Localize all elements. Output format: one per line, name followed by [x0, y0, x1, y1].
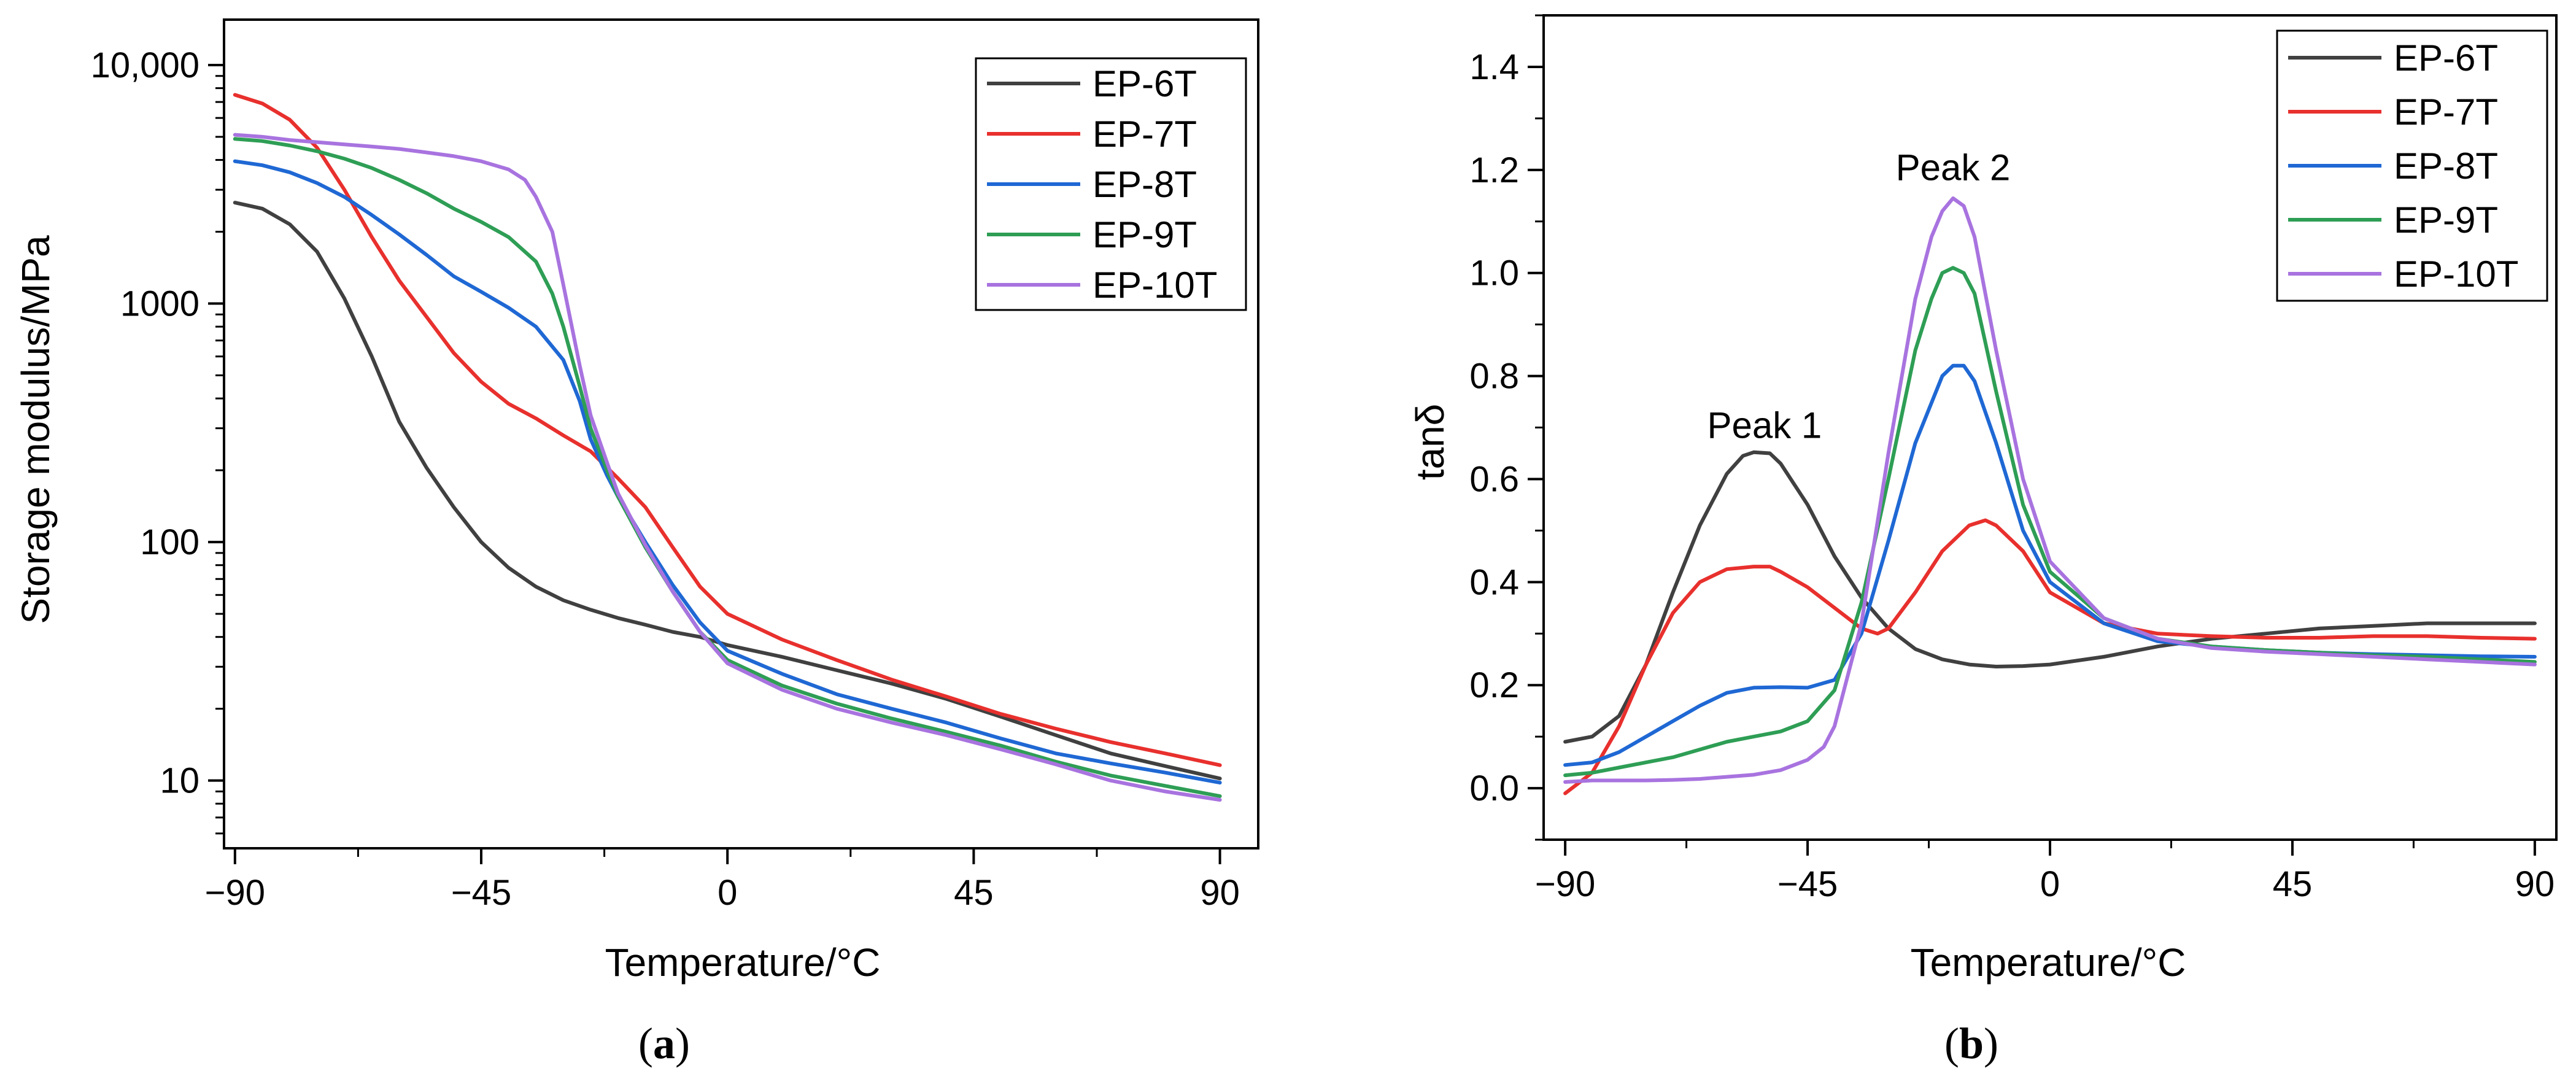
x-tick-label: 0: [2040, 864, 2060, 904]
y-tick-label: 1.4: [1469, 47, 1519, 87]
panel-b-caption-letter: b: [1959, 1019, 1984, 1068]
legend-label-ep-9t: EP-9T: [1093, 214, 1197, 255]
panel-b-annotations: Peak 1 Peak 2: [1707, 147, 2010, 446]
panel-a-caption: (a): [638, 1019, 690, 1068]
y-tick-label: 10: [160, 761, 199, 801]
legend-label-ep-8t: EP-8T: [2394, 145, 2498, 187]
y-tick-label: 0.8: [1469, 357, 1519, 397]
panel-b-caption: (b): [1944, 1019, 1998, 1068]
panel-a-plot-frame: [223, 18, 1259, 850]
panel-a-legend: EP-6T EP-7T EP-8T EP-9T EP-10T: [975, 57, 1247, 311]
legend-label-ep-8t: EP-8T: [1093, 164, 1197, 205]
legend-label-ep-9t: EP-9T: [2394, 199, 2498, 241]
y-tick-label: 1.0: [1469, 254, 1519, 293]
y-tick-label: 1000: [120, 284, 199, 324]
legend-label-ep-6t: EP-6T: [2394, 37, 2498, 79]
y-tick-label: 0.0: [1469, 768, 1519, 808]
panel-b-legend: EP-6T EP-7T EP-8T EP-9T EP-10T: [2276, 29, 2548, 302]
x-tick-label: −90: [205, 873, 265, 913]
x-tick-label: 45: [2273, 864, 2313, 904]
legend-label-ep-10t: EP-10T: [1093, 265, 1217, 306]
panel-b-tan-delta: −90 −45 0 45 90 0.0 0.2 0.4 0.6 0.8 1.0 1.2 1.4 EP-6…: [1408, 14, 2558, 1068]
series-line-ep-8t: [233, 159, 1222, 785]
y-tick-label: 10,000: [91, 45, 199, 85]
panel-a-series: [233, 93, 1222, 802]
x-tick-label: −45: [451, 873, 511, 913]
legend-label-ep-7t: EP-7T: [1093, 114, 1197, 155]
y-tick-label: 1.2: [1469, 150, 1519, 190]
legend-label-ep-7t: EP-7T: [2394, 91, 2498, 133]
annotation-peak-2: Peak 2: [1896, 147, 2011, 188]
panel-b-x-axis-label: Temperature/°C: [1911, 940, 2186, 985]
panel-a-x-axis-label: Temperature/°C: [605, 940, 881, 985]
y-tick-label: 0.2: [1469, 665, 1519, 705]
series-line-ep-6t: [1563, 450, 2537, 744]
panel-b-y-axis-label: tanδ: [1408, 404, 1452, 481]
x-tick-label: −45: [1777, 864, 1838, 904]
x-tick-label: 90: [1200, 873, 1240, 913]
x-tick-label: 0: [717, 873, 737, 913]
legend-label-ep-6t: EP-6T: [1093, 63, 1197, 104]
panel-a-ticks: −90 −45 0 45 90 10 100 1000 10,000: [91, 45, 1240, 913]
panel-a-y-axis-label: Storage modulus/MPa: [14, 235, 58, 624]
panel-b-series: [1563, 196, 2537, 795]
series-line-ep-10t: [1563, 196, 2537, 784]
y-tick-label: 100: [140, 522, 199, 562]
series-line-ep-9t: [233, 137, 1222, 799]
y-tick-label: 0.4: [1469, 562, 1519, 602]
annotation-peak-1: Peak 1: [1707, 404, 1822, 446]
series-line-ep-6t: [233, 201, 1222, 781]
legend-label-ep-10t: EP-10T: [2394, 254, 2518, 295]
x-tick-label: −90: [1535, 864, 1595, 904]
panel-b-ticks: −90 −45 0 45 90 0.0 0.2 0.4 0.6 0.8 1.0 1.2 1.4: [1469, 14, 2555, 904]
series-line-ep-7t: [1563, 518, 2537, 795]
x-tick-label: 90: [2515, 864, 2555, 904]
y-tick-label: 0.6: [1469, 459, 1519, 499]
panel-a-caption-letter: a: [653, 1019, 675, 1068]
x-tick-label: 45: [954, 873, 994, 913]
series-line-ep-10t: [233, 133, 1222, 802]
